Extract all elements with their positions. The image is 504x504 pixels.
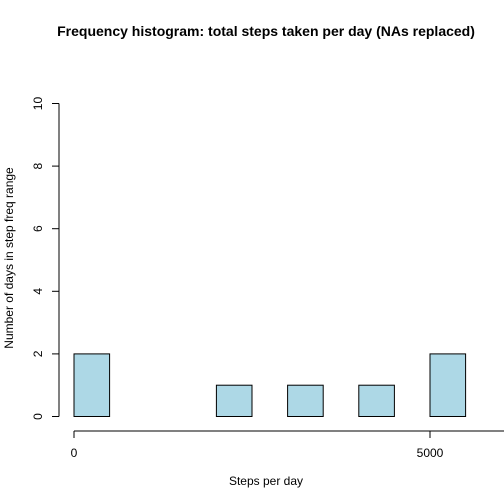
x-tick-label: 0 [71, 446, 78, 460]
y-tick-label: 4 [31, 288, 45, 295]
x-axis: 05000100001500020000 [71, 430, 504, 460]
y-axis-label: Number of days in step freq range [2, 167, 16, 349]
chart-title: Frequency histogram: total steps taken p… [57, 23, 475, 39]
y-tick-label: 10 [31, 97, 45, 111]
bars-group [73, 353, 467, 418]
histogram-bar [73, 353, 111, 417]
y-tick-label: 8 [31, 162, 45, 169]
y-tick-label: 0 [31, 413, 45, 420]
histogram-bar [358, 384, 395, 418]
y-tick-label: 2 [31, 350, 45, 357]
histogram-bar [429, 353, 467, 417]
x-axis-label: Steps per day [229, 474, 303, 488]
histogram-bar [287, 384, 324, 418]
y-tick-label: 6 [31, 225, 45, 232]
x-tick-label: 5000 [417, 446, 444, 460]
histogram-bar [215, 384, 253, 418]
y-axis: 0 2 4 6 8 10 [31, 97, 60, 420]
